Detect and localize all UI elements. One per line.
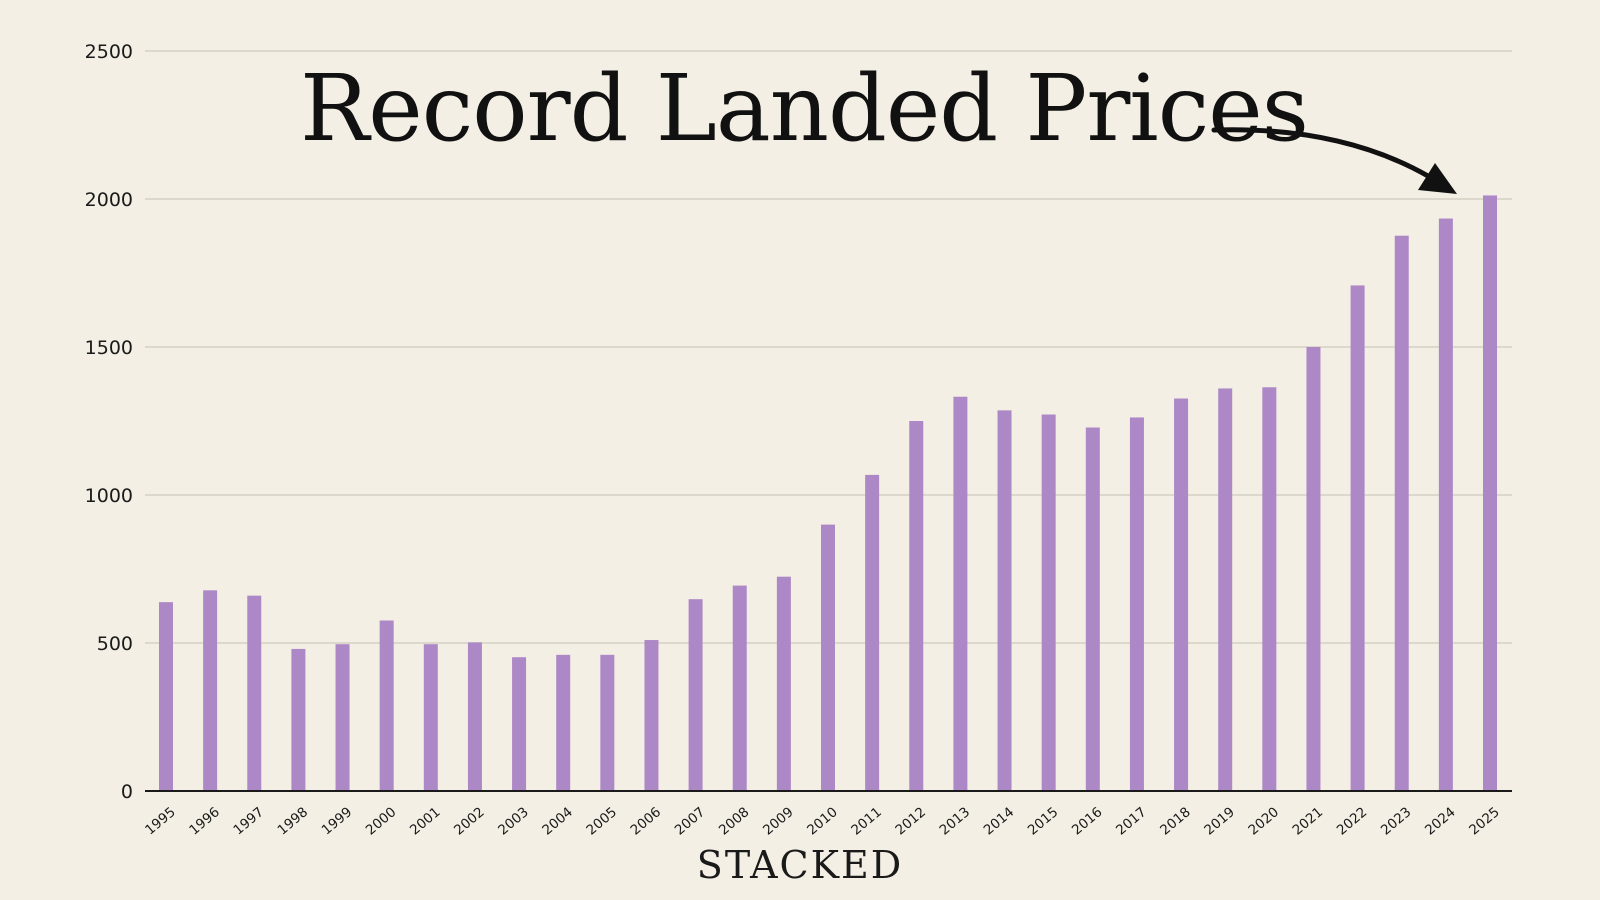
bar-2012 [909, 421, 924, 791]
y-tick-label: 1500 [85, 337, 133, 359]
bar-2006 [644, 640, 659, 791]
bar-2020 [1262, 387, 1277, 791]
bar-1998 [291, 648, 306, 791]
arrow-head-icon [1418, 163, 1457, 194]
x-tick-label: 2014 [981, 804, 1018, 838]
bar-1996 [203, 590, 218, 791]
bar-1995 [159, 602, 173, 791]
x-tick-label: 1997 [230, 804, 267, 838]
x-tick-label: 2006 [628, 804, 665, 838]
x-tick-label: 2021 [1290, 804, 1327, 838]
bar-2014 [997, 410, 1012, 791]
bar-2000 [379, 620, 394, 791]
brand-logo: STACKED [697, 843, 903, 887]
bar-2016 [1085, 427, 1100, 791]
bar-2022 [1350, 285, 1365, 791]
x-tick-label: 2002 [451, 804, 488, 838]
y-tick-label: 2500 [85, 41, 133, 63]
bar-2010 [821, 524, 835, 791]
y-tick-label: 500 [97, 633, 133, 655]
annotation-arrow [1211, 127, 1457, 194]
bar-2013 [953, 396, 968, 791]
x-tick-label: 2011 [848, 804, 885, 838]
y-tick-label: 2000 [85, 189, 133, 211]
x-tick-label: 1999 [319, 804, 356, 838]
x-tick-label: 2005 [583, 804, 620, 838]
y-tick-label: 1000 [85, 485, 133, 507]
x-tick-label: 2007 [672, 804, 709, 838]
annotation-arrow-line [1211, 127, 1431, 179]
bar-2005 [600, 654, 615, 791]
bar-2011 [865, 474, 880, 791]
y-tick-label: 0 [121, 781, 133, 803]
x-tick-label: 2012 [892, 804, 929, 838]
x-tick-label: 2008 [716, 804, 753, 838]
bar-2017 [1129, 417, 1144, 791]
x-tick-label: 2009 [760, 804, 797, 838]
x-tick-label: 2023 [1378, 804, 1415, 838]
x-tick-label: 2017 [1113, 804, 1150, 838]
bar-2003 [512, 657, 527, 791]
y-axis-ticks: 0 500 1000 1500 2000 2500 [85, 41, 133, 803]
bar-2015 [1041, 414, 1056, 791]
x-tick-label: 2010 [804, 804, 841, 838]
bar-2004 [556, 654, 571, 791]
x-tick-label: 1996 [186, 804, 223, 838]
bar-2001 [423, 644, 438, 791]
x-tick-label: 2018 [1157, 804, 1194, 838]
x-tick-label: 2003 [495, 804, 532, 838]
x-tick-label: 2013 [937, 804, 974, 838]
x-tick-label: 2022 [1334, 804, 1371, 838]
x-tick-label: 1995 [142, 804, 179, 838]
bar-2021 [1306, 347, 1321, 791]
bar-2019 [1218, 388, 1233, 791]
x-tick-label: 2019 [1201, 804, 1238, 838]
gridlines [145, 50, 1512, 644]
x-tick-label: 2000 [363, 804, 400, 838]
x-tick-label: 2024 [1422, 804, 1459, 838]
x-tick-label: 2004 [539, 804, 576, 838]
bar-2008 [732, 585, 747, 791]
bar-2007 [688, 599, 703, 791]
x-tick-label: 2015 [1025, 804, 1062, 838]
bar-2002 [467, 642, 482, 791]
bars [159, 195, 1497, 792]
bar-2009 [776, 576, 791, 791]
x-tick-label: 1998 [275, 804, 312, 838]
x-tick-label: 2001 [407, 804, 444, 838]
x-tick-label: 2025 [1466, 804, 1503, 838]
bar-2018 [1174, 398, 1189, 791]
x-tick-label: 2020 [1245, 804, 1282, 838]
bar-2024 [1438, 218, 1453, 791]
bar-2023 [1394, 235, 1409, 792]
bar-1997 [247, 595, 262, 791]
bar-2025 [1483, 195, 1497, 791]
chart-title: Record Landed Prices [300, 55, 1308, 162]
bar-1999 [335, 644, 350, 791]
x-axis-ticks: 1995 1996 1997 1998 1999 2000 2001 2002 2003 2004… [142, 804, 1503, 838]
x-tick-label: 2016 [1069, 804, 1106, 838]
